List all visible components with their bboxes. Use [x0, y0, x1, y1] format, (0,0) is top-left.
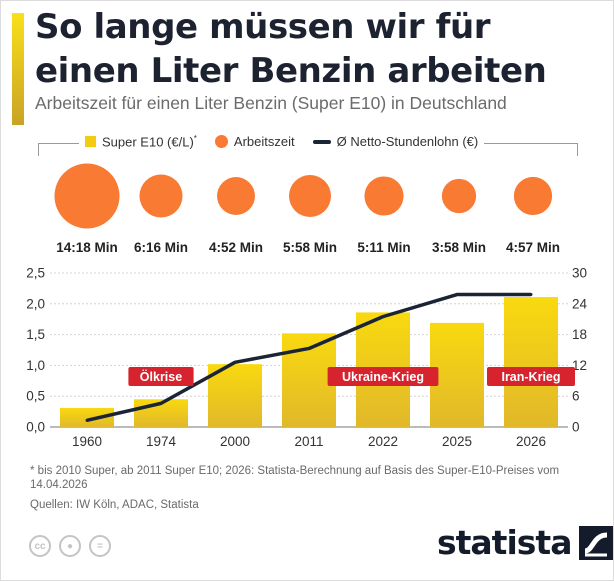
- work-time-bubble: [364, 176, 404, 216]
- wage-point: [85, 418, 89, 422]
- source: Quellen: IW Köln, ADAC, Statista: [30, 499, 199, 511]
- wage-point: [159, 401, 163, 405]
- bar: [430, 322, 484, 427]
- annotation-label: Ölkrise: [140, 369, 182, 384]
- y-left-tick-label: 1,0: [26, 358, 45, 373]
- cc-icon[interactable]: cc: [29, 535, 51, 557]
- legend-item-line: Ø Netto-Stundenlohn (€): [312, 134, 479, 150]
- chart: 0,0 0 0,5 6 1,0 12 1,5 18 2,0 24 2,5 30 1960 1974 2000…: [26, 163, 588, 449]
- y-left-tick-label: 0,0: [26, 420, 45, 435]
- annotation-label: Ukraine-Krieg: [342, 370, 424, 384]
- wage-point: [455, 293, 459, 297]
- equal-icon[interactable]: =: [89, 535, 111, 557]
- bar: [60, 407, 114, 427]
- y-right-tick-label: 30: [572, 266, 587, 281]
- work-time-bubble: [441, 178, 477, 214]
- line-swatch-icon: [312, 139, 331, 144]
- dot-swatch-icon: [214, 135, 228, 149]
- work-time-label: 4:52 Min: [209, 240, 263, 255]
- wage-point: [381, 315, 385, 319]
- work-time-label: 5:58 Min: [283, 240, 337, 255]
- x-tick-label: 2011: [294, 434, 323, 449]
- work-time-label: 14:18 Min: [56, 240, 118, 255]
- page-title: So lange müssen wir für einen Liter Benz…: [35, 7, 547, 91]
- x-tick-label: 2026: [516, 434, 546, 449]
- footnote: * bis 2010 Super, ab 2011 Super E10; 202…: [30, 465, 560, 491]
- subtitle: Arbeitszeit für einen Liter Benzin (Supe…: [35, 93, 507, 113]
- license-icons: cc ● =: [29, 535, 111, 557]
- work-time-bubble: [217, 177, 255, 215]
- wage-point: [233, 360, 237, 364]
- legend-line-label: Ø Netto-Stundenlohn (€): [336, 134, 479, 150]
- work-time-bubble: [139, 174, 183, 218]
- work-time-label: 4:57 Min: [506, 240, 560, 255]
- legend-bar-mark: *: [193, 134, 197, 143]
- y-right-tick-label: 6: [572, 389, 580, 404]
- person-icon[interactable]: ●: [59, 535, 81, 557]
- work-time-bubble: [54, 163, 120, 229]
- y-left-tick-label: 0,5: [26, 389, 45, 404]
- legend-bar-label: Super E10 (€/L): [102, 134, 194, 150]
- annotation-tag: [327, 367, 439, 386]
- bar-swatch-icon: [85, 136, 96, 148]
- annotation-tag: [487, 367, 575, 386]
- work-time-label: 3:58 Min: [432, 240, 486, 255]
- legend-item-bar: Super E10 (€/L)*: [85, 134, 197, 149]
- y-right-tick-label: 12: [572, 358, 587, 373]
- y-left-tick-label: 2,0: [26, 296, 45, 311]
- x-tick-label: 2000: [220, 434, 250, 449]
- work-time-label: 5:11 Min: [357, 240, 410, 255]
- annotation-label: Iran-Krieg: [501, 370, 560, 384]
- brand[interactable]: statista: [437, 523, 614, 562]
- y-left-tick-label: 2,5: [26, 266, 45, 281]
- brand-name: statista: [437, 523, 572, 562]
- bar: [208, 364, 262, 427]
- legend-item-dot: Arbeitszeit: [214, 134, 295, 150]
- legend-dot-label: Arbeitszeit: [233, 134, 295, 150]
- wage-point: [307, 346, 311, 350]
- legend: Super E10 (€/L)* Arbeitszeit Ø Netto-Stu…: [79, 134, 485, 150]
- statista-logo-icon: [579, 525, 614, 560]
- title-accent-bar: [12, 13, 24, 125]
- x-tick-label: 2025: [442, 434, 472, 449]
- x-tick-label: 1974: [146, 434, 177, 449]
- x-tick-label: 1960: [72, 434, 102, 449]
- y-right-tick-label: 18: [572, 327, 587, 342]
- work-time-bubble: [289, 175, 331, 217]
- wage-point: [529, 293, 533, 297]
- annotation-tag: [128, 367, 194, 386]
- work-time-bubble: [513, 176, 553, 216]
- y-left-tick-label: 1,5: [26, 327, 45, 342]
- y-right-tick-label: 0: [572, 420, 580, 435]
- work-time-label: 6:16 Min: [134, 240, 188, 255]
- bar: [504, 297, 558, 427]
- x-tick-label: 2022: [368, 434, 398, 449]
- y-right-tick-label: 24: [572, 296, 588, 311]
